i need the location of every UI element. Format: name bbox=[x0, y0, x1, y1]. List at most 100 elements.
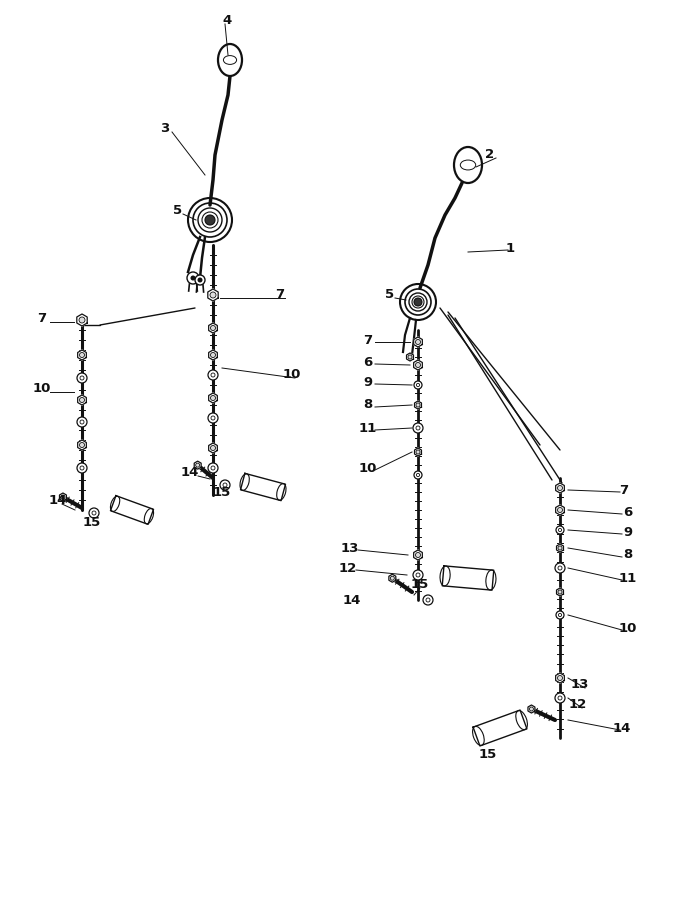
Circle shape bbox=[211, 373, 215, 377]
Text: 7: 7 bbox=[363, 333, 373, 346]
Circle shape bbox=[208, 370, 218, 380]
Polygon shape bbox=[240, 474, 285, 501]
Polygon shape bbox=[208, 323, 217, 333]
Polygon shape bbox=[194, 461, 201, 469]
Circle shape bbox=[423, 595, 433, 605]
Circle shape bbox=[408, 355, 412, 359]
Ellipse shape bbox=[454, 147, 482, 183]
Text: 12: 12 bbox=[339, 561, 357, 575]
Circle shape bbox=[79, 353, 84, 357]
Circle shape bbox=[390, 577, 394, 580]
Polygon shape bbox=[414, 550, 422, 560]
Circle shape bbox=[530, 707, 534, 711]
Polygon shape bbox=[415, 448, 422, 456]
Polygon shape bbox=[555, 673, 564, 683]
Circle shape bbox=[211, 466, 215, 470]
Circle shape bbox=[558, 613, 562, 617]
Circle shape bbox=[414, 471, 422, 479]
Circle shape bbox=[555, 563, 565, 573]
Text: 6: 6 bbox=[623, 506, 633, 518]
Circle shape bbox=[210, 292, 216, 298]
Circle shape bbox=[414, 298, 422, 306]
Circle shape bbox=[198, 278, 202, 282]
Text: 13: 13 bbox=[341, 541, 359, 555]
Circle shape bbox=[416, 384, 420, 386]
Circle shape bbox=[426, 598, 430, 602]
Polygon shape bbox=[557, 588, 564, 596]
Circle shape bbox=[558, 696, 562, 700]
Circle shape bbox=[77, 463, 87, 473]
Circle shape bbox=[79, 317, 85, 323]
Text: 10: 10 bbox=[619, 621, 637, 634]
Circle shape bbox=[80, 420, 84, 424]
Text: 7: 7 bbox=[276, 289, 285, 302]
Circle shape bbox=[223, 483, 227, 487]
Circle shape bbox=[416, 450, 420, 454]
Circle shape bbox=[416, 403, 420, 407]
Ellipse shape bbox=[218, 44, 242, 76]
Text: 2: 2 bbox=[485, 148, 494, 161]
Text: 6: 6 bbox=[363, 355, 373, 369]
Text: 4: 4 bbox=[223, 14, 232, 26]
Circle shape bbox=[413, 570, 423, 580]
Circle shape bbox=[413, 423, 423, 433]
Circle shape bbox=[416, 363, 420, 367]
Circle shape bbox=[416, 426, 420, 430]
Circle shape bbox=[208, 463, 218, 473]
Circle shape bbox=[416, 340, 420, 344]
Polygon shape bbox=[208, 393, 217, 403]
Polygon shape bbox=[528, 705, 535, 713]
Circle shape bbox=[558, 546, 562, 550]
Circle shape bbox=[196, 463, 200, 467]
Circle shape bbox=[205, 215, 215, 225]
Polygon shape bbox=[414, 337, 422, 347]
Text: 10: 10 bbox=[283, 369, 301, 382]
Text: 13: 13 bbox=[571, 679, 589, 691]
Text: 9: 9 bbox=[623, 526, 633, 538]
Polygon shape bbox=[442, 566, 494, 590]
Text: 1: 1 bbox=[505, 241, 515, 254]
Text: 8: 8 bbox=[363, 398, 373, 412]
Polygon shape bbox=[208, 289, 218, 301]
Circle shape bbox=[211, 416, 215, 420]
Polygon shape bbox=[208, 350, 217, 360]
Circle shape bbox=[92, 511, 96, 515]
Circle shape bbox=[557, 507, 562, 513]
Circle shape bbox=[557, 675, 562, 681]
Circle shape bbox=[555, 693, 565, 703]
Polygon shape bbox=[473, 710, 527, 746]
Circle shape bbox=[556, 611, 564, 619]
Text: 10: 10 bbox=[33, 382, 51, 394]
Circle shape bbox=[220, 480, 230, 490]
Circle shape bbox=[79, 443, 84, 447]
Polygon shape bbox=[77, 350, 86, 360]
Text: 10: 10 bbox=[359, 462, 378, 475]
Polygon shape bbox=[77, 440, 86, 450]
Circle shape bbox=[210, 325, 215, 331]
Circle shape bbox=[77, 417, 87, 427]
Circle shape bbox=[416, 474, 420, 476]
Circle shape bbox=[187, 272, 199, 284]
Text: 14: 14 bbox=[343, 593, 361, 607]
Text: 11: 11 bbox=[359, 422, 377, 435]
Polygon shape bbox=[389, 574, 396, 582]
Circle shape bbox=[208, 413, 218, 423]
Circle shape bbox=[558, 528, 562, 532]
Circle shape bbox=[80, 466, 84, 470]
Text: 15: 15 bbox=[213, 486, 231, 498]
Text: 14: 14 bbox=[613, 722, 631, 734]
Circle shape bbox=[210, 445, 215, 451]
Polygon shape bbox=[555, 483, 564, 493]
Text: 12: 12 bbox=[569, 699, 587, 711]
Polygon shape bbox=[111, 496, 153, 525]
Circle shape bbox=[77, 373, 87, 383]
Circle shape bbox=[556, 526, 564, 534]
Text: 15: 15 bbox=[83, 517, 101, 529]
Circle shape bbox=[61, 495, 65, 499]
Polygon shape bbox=[77, 395, 86, 405]
Circle shape bbox=[414, 381, 422, 389]
Polygon shape bbox=[77, 314, 87, 326]
Circle shape bbox=[557, 486, 562, 490]
Text: 14: 14 bbox=[49, 494, 67, 507]
Text: 7: 7 bbox=[619, 484, 629, 496]
